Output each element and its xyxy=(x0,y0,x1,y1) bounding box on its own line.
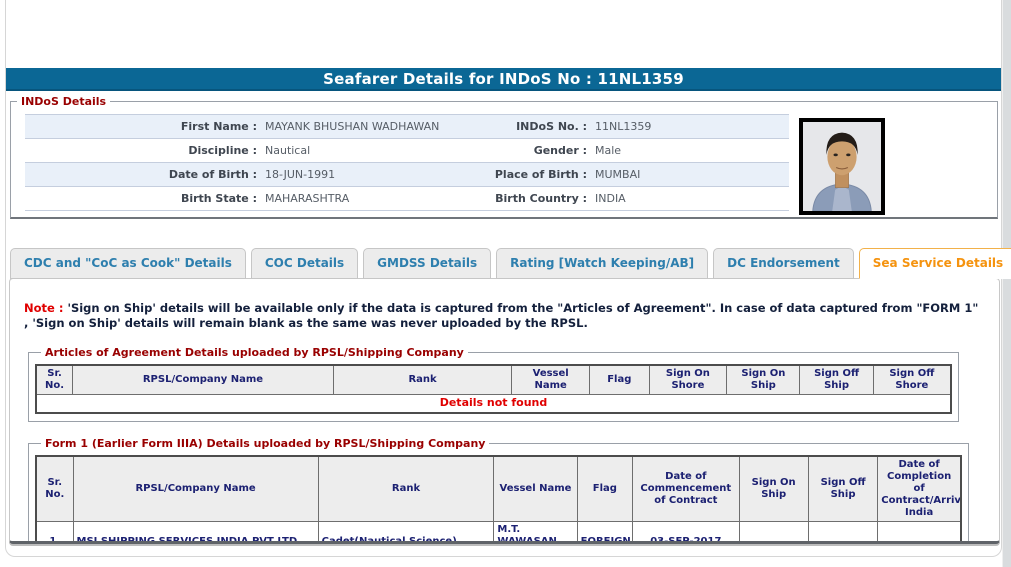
col-rpsl-company-name: RPSL/Company Name xyxy=(72,364,334,395)
place-of-birth-label: Place of Birth : xyxy=(494,168,587,181)
detail-row: Discipline : Nautical Gender : Male xyxy=(25,139,789,163)
first-name-label: First Name : xyxy=(180,120,257,133)
indos-no-value: 11NL1359 xyxy=(595,120,652,133)
cell-sign-on-ship xyxy=(738,520,809,541)
birth-country-label: Birth Country : xyxy=(495,192,587,205)
tab-gmdss-details[interactable]: GMDSS Details xyxy=(363,248,492,279)
articles-of-agreement-legend: Articles of Agreement Details uploaded b… xyxy=(45,346,464,359)
form1-details-legend: Form 1 (Earlier Form IIIA) Details uploa… xyxy=(45,436,486,450)
col-rank: Rank xyxy=(317,455,495,522)
col-sign-off-ship: Sign Off Ship xyxy=(799,364,874,395)
tab-rating-watch-keeping-ab[interactable]: Rating [Watch Keeping/AB] xyxy=(496,248,709,279)
col-sr-no: Sr. No. xyxy=(35,364,74,395)
discipline-label: Discipline : xyxy=(188,144,257,157)
table-row: 1. MSI SHIPPING SERVICES INDIA PVT LTD.,… xyxy=(35,520,962,541)
gender-label: Gender : xyxy=(533,144,587,157)
indos-details-legend: INDoS Details xyxy=(21,95,107,108)
col-vessel-name: Vessel Name xyxy=(493,455,578,522)
table-header-row: Sr. No. RPSL/Company Name Rank Vessel Na… xyxy=(35,364,952,395)
col-flag: Flag xyxy=(589,364,650,395)
cell-commencement-date: 03-SEP-2017 xyxy=(632,520,740,541)
tab-coc-details[interactable]: COC Details xyxy=(250,248,359,279)
cell-company: MSI SHIPPING SERVICES INDIA PVT LTD., xyxy=(72,520,319,541)
detail-row: First Name : MAYANK BHUSHAN WADHAWAN IND… xyxy=(25,115,789,139)
articles-of-agreement-fieldset: Articles of Agreement Details uploaded b… xyxy=(28,346,959,422)
vertical-scrollbar[interactable] xyxy=(1002,0,1011,567)
discipline-value: Nautical xyxy=(265,144,311,157)
col-date-of-commencement: Date of Commencement of Contract xyxy=(632,455,740,522)
form1-details-fieldset: Form 1 (Earlier Form IIIA) Details uploa… xyxy=(28,436,969,541)
tab-sea-service-details[interactable]: Sea Service Details xyxy=(858,248,1011,279)
date-of-birth-label: Date of Birth : xyxy=(168,168,257,181)
tab-cdc-and-coc-as-cook-details[interactable]: CDC and "CoC as Cook" Details xyxy=(10,248,246,279)
birth-country-value: INDIA xyxy=(595,192,626,205)
col-vessel-name: Vessel Name xyxy=(511,364,591,395)
indos-no-label: INDoS No. : xyxy=(516,120,587,133)
detail-row: Birth State : MAHARASHTRA Birth Country … xyxy=(25,187,789,211)
cell-sr-no: 1. xyxy=(35,520,74,541)
first-name-value: MAYANK BHUSHAN WADHAWAN xyxy=(265,120,440,133)
tab-dc-endorsement[interactable]: DC Endorsement xyxy=(713,248,854,279)
page-title: Seafarer Details for INDoS No : 11NL1359 xyxy=(323,69,684,88)
cell-vessel: M.T. WAWASAN EMERALD xyxy=(493,520,578,541)
page-header-bar: Seafarer Details for INDoS No : 11NL1359 xyxy=(6,68,1001,91)
page-container: Seafarer Details for INDoS No : 11NL1359… xyxy=(5,0,1011,557)
col-sign-off-ship: Sign Off Ship xyxy=(807,455,879,522)
cell-rank: Cadet(Nautical Science) xyxy=(317,520,495,541)
sea-service-tab-panel: Note : 'Sign on Ship' details will be av… xyxy=(9,278,1000,544)
seafarer-photo xyxy=(799,118,885,215)
col-sr-no: Sr. No. xyxy=(35,455,74,522)
col-rpsl-company-name: RPSL/Company Name xyxy=(72,455,319,522)
gender-value: Male xyxy=(595,144,622,157)
form1-details-table: Sr. No. RPSL/Company Name Rank Vessel Na… xyxy=(35,454,962,541)
cell-sign-off-ship xyxy=(807,520,879,541)
details-not-found-message: Details not found xyxy=(35,394,952,413)
empty-state-row: Details not found xyxy=(35,394,952,413)
col-sign-off-shore: Sign Off Shore xyxy=(872,364,952,395)
col-rank: Rank xyxy=(332,364,513,395)
cell-flag: FOREIGN xyxy=(576,520,634,541)
articles-of-agreement-table: Sr. No. RPSL/Company Name Rank Vessel Na… xyxy=(35,364,952,414)
detail-row: Date of Birth : 18-JUN-1991 Place of Bir… xyxy=(25,163,789,187)
col-sign-on-ship: Sign On Ship xyxy=(738,455,809,522)
col-flag: Flag xyxy=(576,455,634,522)
cell-completion-date xyxy=(877,520,962,541)
place-of-birth-value: MUMBAI xyxy=(595,168,641,181)
col-date-of-completion: Date of Completion of Contract/Arriving … xyxy=(877,455,962,522)
note-body: 'Sign on Ship' details will be available… xyxy=(24,301,979,330)
tab-bar: CDC and "CoC as Cook" Details COC Detail… xyxy=(10,248,1011,279)
birth-state-value: MAHARASHTRA xyxy=(265,192,350,205)
birth-state-label: Birth State : xyxy=(180,192,257,205)
date-of-birth-value: 18-JUN-1991 xyxy=(265,168,336,181)
note-text: Note : 'Sign on Ship' details will be av… xyxy=(10,279,999,331)
note-prefix: Note : xyxy=(24,301,68,315)
col-sign-on-ship: Sign On Ship xyxy=(726,364,801,395)
indos-details-rows: First Name : MAYANK BHUSHAN WADHAWAN IND… xyxy=(25,114,789,211)
col-sign-on-shore: Sign On Shore xyxy=(648,364,728,395)
indos-details-fieldset: INDoS Details First Name : MAYANK BHUSHA… xyxy=(10,95,998,219)
table-header-row: Sr. No. RPSL/Company Name Rank Vessel Na… xyxy=(35,455,962,522)
